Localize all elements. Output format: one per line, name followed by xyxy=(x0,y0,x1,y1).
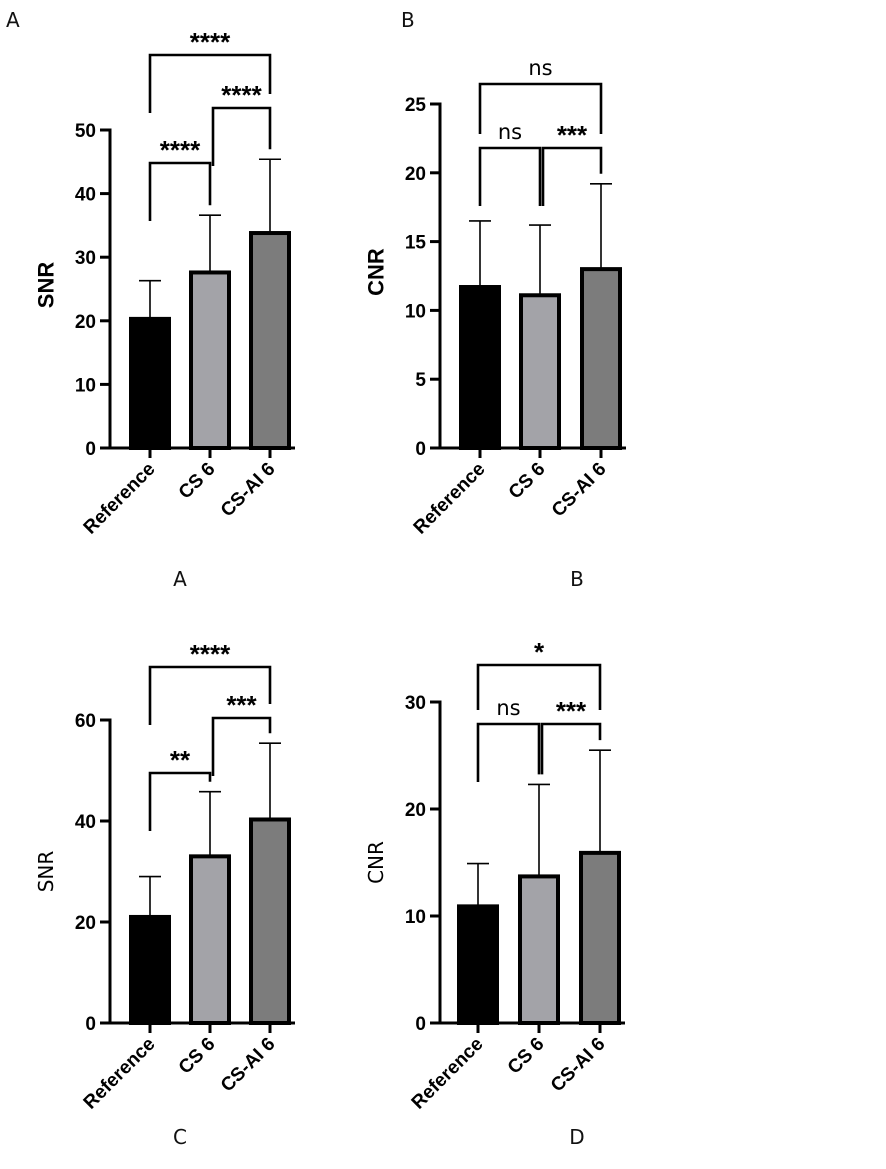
y-tick-label: 50 xyxy=(75,121,96,142)
x-tick-label: CS-AI 6 xyxy=(548,459,611,522)
significance-bracket xyxy=(148,53,272,113)
bar-1 xyxy=(457,904,499,1025)
y-tick-label: 20 xyxy=(405,164,426,185)
x-tick-label: CS 6 xyxy=(175,459,220,504)
y-tick-label: 0 xyxy=(85,1014,96,1035)
y-axis-title: SNR xyxy=(34,262,59,309)
y-tick-label: 30 xyxy=(405,693,426,714)
y-tick-label: 10 xyxy=(75,375,96,396)
y-tick-label: 20 xyxy=(75,913,96,934)
significance-bracket xyxy=(148,665,272,725)
significance-bracket xyxy=(211,106,272,166)
bar-2 xyxy=(189,854,231,1025)
significance-bracket xyxy=(148,161,212,221)
y-tick-label: 40 xyxy=(75,812,96,833)
bar-3 xyxy=(579,850,621,1025)
y-tick-label: 10 xyxy=(405,301,426,322)
significance-label: ns xyxy=(496,696,520,720)
bar-3 xyxy=(249,231,291,450)
x-tick-label: Reference xyxy=(80,459,160,539)
bar-1 xyxy=(129,316,171,450)
y-tick-label: 5 xyxy=(415,370,426,391)
bar-3 xyxy=(249,817,291,1025)
significance-label: * xyxy=(534,637,545,667)
y-tick-label: 40 xyxy=(75,185,96,206)
bar-3 xyxy=(580,267,622,450)
panel-letter-b: B xyxy=(401,8,415,32)
significance-label: *** xyxy=(556,696,587,726)
y-tick-label: 0 xyxy=(415,439,426,460)
x-tick-label: CS 6 xyxy=(175,1034,220,1079)
significance-bracket xyxy=(541,146,603,206)
panel-caption: C xyxy=(173,1125,187,1149)
y-tick-label: 0 xyxy=(415,1014,426,1035)
y-tick-label: 15 xyxy=(405,233,427,254)
significance-label: **** xyxy=(190,27,231,57)
panel-caption: D xyxy=(569,1125,584,1149)
significance-label: ** xyxy=(170,745,191,775)
panel-caption: A xyxy=(173,567,187,591)
significance-bracket xyxy=(476,663,602,710)
panel-letter-a: A xyxy=(6,8,20,32)
significance-label: *** xyxy=(226,690,257,720)
significance-bracket xyxy=(211,716,272,776)
chart-panel-b: 0 5 10 15 20 25 CNR Reference CS 6CS-AI 6 ns *** ns… xyxy=(364,56,626,591)
panel-caption: B xyxy=(570,567,584,591)
significance-label: ns xyxy=(528,56,552,80)
x-tick-label: Reference xyxy=(410,459,490,539)
y-tick-label: 25 xyxy=(405,95,427,116)
x-tick-label: CS-AI 6 xyxy=(217,459,280,522)
y-axis-title: SNR xyxy=(34,851,58,893)
bar-2 xyxy=(518,874,560,1025)
x-tick-label: CS 6 xyxy=(504,1034,549,1079)
x-tick-label: CS-AI 6 xyxy=(547,1034,610,1097)
chart-panel-a: 0 10 20 30 40 50 SNR Reference CS 6CS-AI 6 **** **… xyxy=(34,27,295,591)
x-tick-label: CS-AI 6 xyxy=(217,1034,280,1097)
significance-bracket xyxy=(148,771,212,831)
significance-label: **** xyxy=(160,135,201,165)
bar-1 xyxy=(129,914,171,1026)
bar-2 xyxy=(519,293,561,450)
y-tick-label: 20 xyxy=(75,312,96,333)
x-tick-label: Reference xyxy=(408,1034,488,1114)
y-tick-label: 20 xyxy=(405,800,426,821)
y-tick-label: 30 xyxy=(75,248,96,269)
y-axis-title: CNR xyxy=(364,841,388,884)
x-tick-label: Reference xyxy=(80,1034,160,1114)
y-tick-label: 60 xyxy=(75,711,96,732)
significance-label: **** xyxy=(221,80,262,110)
significance-label: ns xyxy=(498,120,522,144)
bar-2 xyxy=(189,270,231,450)
bar-1 xyxy=(459,285,501,450)
significance-bracket xyxy=(476,722,541,782)
significance-label: *** xyxy=(557,120,588,150)
y-tick-label: 0 xyxy=(85,439,96,460)
significance-bracket xyxy=(478,82,603,134)
y-axis-title: CNR xyxy=(364,248,389,296)
y-tick-label: 10 xyxy=(405,907,426,928)
significance-bracket xyxy=(540,722,602,775)
significance-label: **** xyxy=(190,639,231,669)
significance-bracket xyxy=(478,146,542,206)
x-tick-label: CS 6 xyxy=(505,459,550,504)
